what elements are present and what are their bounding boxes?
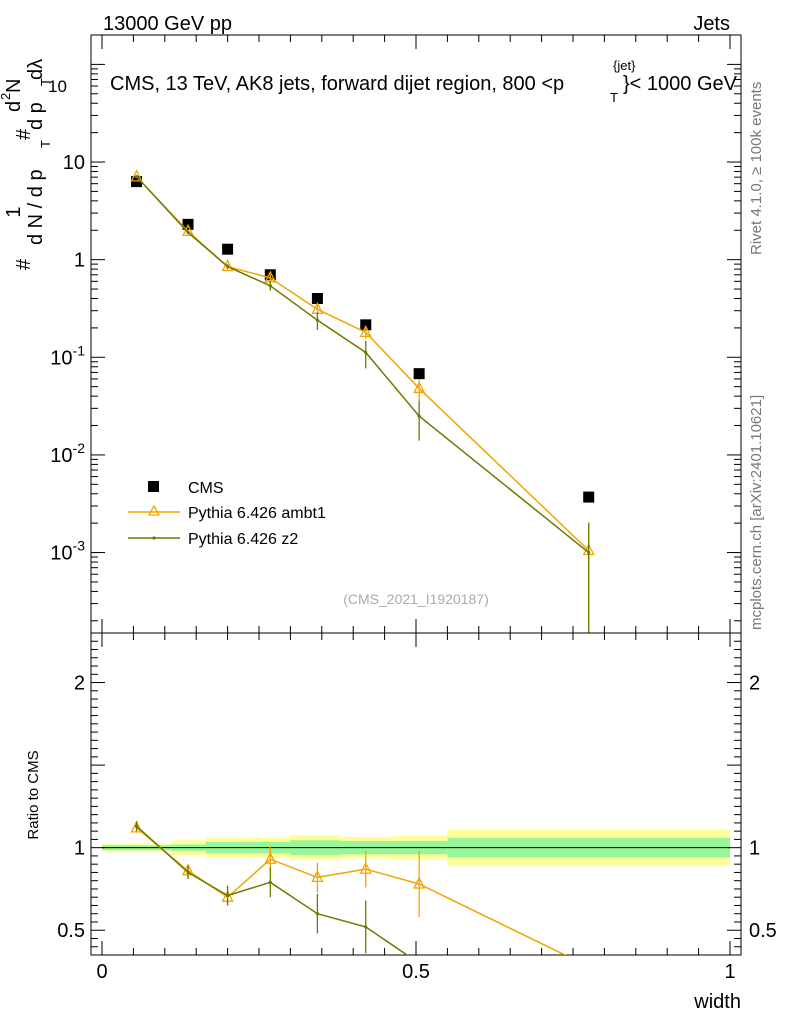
ratio-point-dot bbox=[186, 870, 190, 875]
x-tick-label: 1 bbox=[724, 961, 735, 983]
mc-point-triangle bbox=[359, 324, 372, 338]
y-label-hash1: # bbox=[13, 258, 35, 270]
mc-point-triangle bbox=[413, 380, 426, 394]
mc-point-dot bbox=[134, 174, 139, 179]
ratio-y-tick-label: 0.5 bbox=[57, 920, 85, 942]
x-axis-label: width bbox=[693, 991, 741, 1013]
y-tick-label: 10-2 bbox=[50, 440, 85, 467]
y-label-rhs-dlambda: dλ bbox=[25, 59, 47, 80]
y-label-frac-bottom-sub: T bbox=[38, 140, 53, 148]
mc-point-dot bbox=[417, 414, 421, 418]
ratio-point-dot bbox=[364, 925, 368, 929]
y-tick-label: 10 bbox=[63, 152, 85, 174]
ratio-axis-ticks: 0 0.5 1 0.5 0.5 1 1 2 2 bbox=[57, 632, 777, 983]
ratio-line bbox=[136, 825, 409, 955]
cms-point bbox=[311, 293, 323, 305]
ratio-point-triangle bbox=[359, 861, 372, 874]
y-label-one: 1 bbox=[3, 206, 25, 217]
main-series-pythia-6-426-ambt1 bbox=[130, 169, 595, 633]
cms-point bbox=[222, 243, 234, 255]
cms-point bbox=[413, 368, 425, 380]
legend-cms-label: CMS bbox=[188, 480, 224, 497]
category-label: Jets bbox=[693, 13, 730, 35]
cms-point bbox=[131, 176, 143, 188]
mc-point-dot bbox=[364, 350, 368, 355]
ratio-data-layer bbox=[102, 820, 730, 955]
mc-point-triangle bbox=[130, 169, 143, 182]
mc-point-dot bbox=[186, 230, 190, 235]
main-data-layer bbox=[130, 169, 595, 633]
mcplots-label: mcplots.cern.ch [arXiv:2401.10621] bbox=[748, 395, 765, 630]
legend: CMS Pythia 6.426 ambt1 Pythia 6.426 z2 bbox=[128, 480, 326, 548]
plot-title-sup: {jet} bbox=[613, 58, 636, 73]
ratio-point-triangle bbox=[413, 876, 426, 889]
plot-title-suffix: }< 1000 GeV bbox=[623, 73, 738, 95]
ratio-point-dot bbox=[268, 880, 272, 884]
mc-point-dot bbox=[587, 550, 591, 555]
ratio-point-dot bbox=[226, 893, 230, 898]
y-axis-label: # 1 d N / d p T # d 2 N d p T dλ 10 bbox=[0, 59, 67, 270]
ratio-axis-label: Ratio to CMS bbox=[25, 750, 42, 839]
legend-ambt1-marker bbox=[147, 504, 161, 516]
main-series-pythia-6-426-z2 bbox=[134, 174, 591, 633]
y-label-rhs-d: d bbox=[3, 101, 25, 112]
y-label-frac-bottom: d N / d p bbox=[25, 169, 47, 245]
y-label-hash2: # bbox=[13, 128, 35, 140]
ratio-plot-frame bbox=[90, 632, 742, 956]
ratio-series-pythia-6-426-z2 bbox=[134, 821, 409, 955]
cms-point bbox=[360, 319, 372, 331]
ratio-point-triangle bbox=[130, 820, 143, 833]
legend-z2-label: Pythia 6.426 z2 bbox=[188, 531, 298, 548]
ratio-y-tick-label-right: 2 bbox=[749, 673, 760, 695]
ratio-y-tick-label-right: 1 bbox=[749, 838, 760, 860]
energy-label: 13000 GeV pp bbox=[103, 13, 232, 35]
y-label-rhs-n: N bbox=[3, 79, 25, 93]
legend-ambt1-label: Pythia 6.426 ambt1 bbox=[188, 505, 326, 522]
y-label-rhs-bottom: d p bbox=[25, 102, 47, 130]
cms-point bbox=[583, 491, 595, 503]
main-series-cms bbox=[131, 176, 595, 503]
y-tick-label: 10-1 bbox=[50, 342, 85, 369]
mc-point-dot bbox=[315, 318, 320, 322]
ratio-point-dot bbox=[315, 912, 320, 916]
x-tick-label: 0 bbox=[96, 961, 107, 983]
mc-point-triangle bbox=[221, 259, 234, 272]
ratio-y-tick-label-right: 0.5 bbox=[749, 920, 777, 942]
ratio-point-triangle bbox=[311, 869, 324, 883]
rivet-label: Rivet 4.1.0, ≥ 100k events bbox=[748, 82, 765, 255]
plot-title: CMS, 13 TeV, AK8 jets, forward dijet reg… bbox=[110, 73, 564, 95]
main-axis-ticks: 10-3 10-2 10-1 1 10 bbox=[50, 34, 741, 633]
ratio-y-tick-label: 1 bbox=[74, 838, 85, 860]
plot-title-prefix: CMS, 13 TeV, AK8 jets, forward dijet reg… bbox=[110, 73, 564, 95]
mc-point-dot bbox=[268, 284, 272, 288]
y-label-rhs-sup: 2 bbox=[0, 93, 13, 100]
ratio-line bbox=[136, 827, 567, 955]
y-tick-label: 1 bbox=[74, 250, 85, 272]
y-tick-label: 10-3 bbox=[50, 538, 85, 565]
legend-z2-marker bbox=[152, 536, 156, 540]
legend-cms-marker bbox=[148, 481, 159, 492]
y-label-rhs-bottom-sub: T bbox=[38, 78, 53, 86]
analysis-id: (CMS_2021_I1920187) bbox=[343, 591, 489, 607]
y-label-top-tick: 10 bbox=[48, 77, 67, 96]
plot-title-sub: T bbox=[610, 90, 618, 105]
ratio-point-triangle bbox=[264, 851, 277, 864]
ratio-point-dot bbox=[134, 824, 139, 828]
x-tick-label: 0.5 bbox=[402, 961, 430, 983]
mc-line bbox=[135, 176, 590, 554]
mc-point-dot bbox=[226, 264, 230, 269]
ratio-y-tick-label: 2 bbox=[74, 673, 85, 695]
